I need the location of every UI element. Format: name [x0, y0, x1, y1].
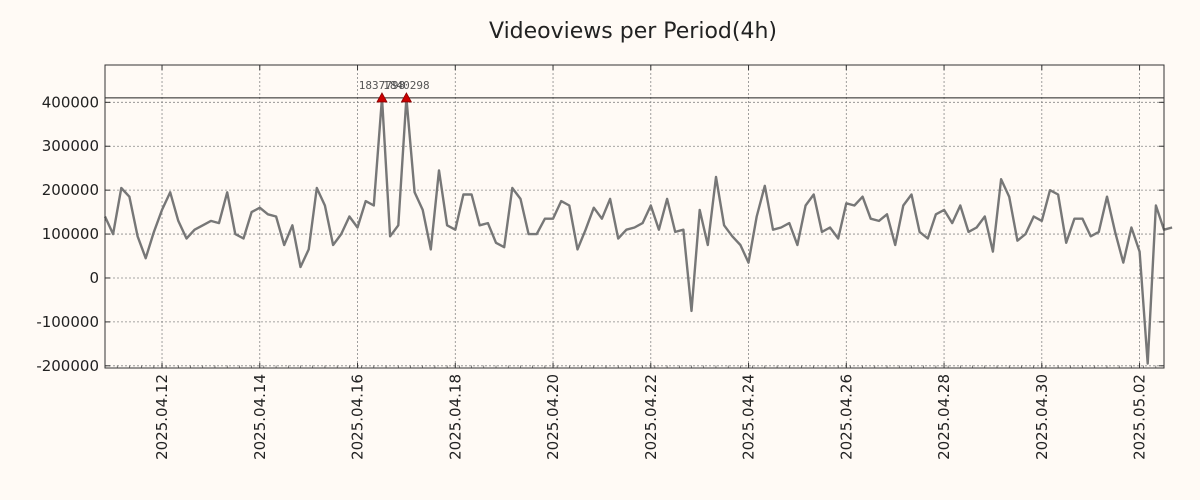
- grid: [105, 65, 1164, 368]
- x-tick-label: 2025.04.24: [740, 374, 758, 460]
- x-tick-label: 2025.04.26: [837, 374, 855, 460]
- chart-title: Videoviews per Period(4h): [489, 19, 777, 44]
- y-tick-label: -100000: [36, 313, 99, 331]
- peak-marker: [376, 92, 388, 103]
- x-tick-label: 2025.05.02: [1131, 374, 1149, 460]
- y-tick-label: 200000: [42, 181, 99, 199]
- x-tick-label: 2025.04.16: [349, 374, 367, 460]
- y-tick-label: 0: [89, 269, 99, 287]
- y-axis: -200000 -100000 0 100000 200000 300000 400000: [36, 93, 1164, 375]
- peak-marker: [400, 92, 413, 103]
- y-tick-label: 300000: [42, 137, 99, 155]
- x-tick-label: 2025.04.22: [642, 374, 660, 460]
- y-tick-label: -200000: [36, 357, 99, 375]
- x-tick-label: 2025.04.12: [153, 374, 171, 460]
- peak-annotation: 1840298: [383, 79, 429, 92]
- x-tick-label: 2025.04.30: [1033, 374, 1051, 460]
- series-polyline: [103, 96, 1173, 365]
- series-line: [103, 96, 1173, 365]
- y-tick-label: 100000: [42, 225, 99, 243]
- x-tick-label: 2025.04.14: [251, 374, 269, 460]
- x-tick-label: 2025.04.28: [935, 374, 953, 460]
- x-tick-label: 2025.04.18: [446, 374, 464, 460]
- x-tick-label: 2025.04.20: [544, 374, 562, 460]
- x-axis: 2025.04.12 2025.04.14 2025.04.16 2025.04.18…: [104, 65, 1157, 460]
- plot-frame: [104, 64, 1165, 369]
- y-tick-label: 400000: [42, 93, 99, 111]
- peak-annotation: 1837798: [359, 79, 405, 92]
